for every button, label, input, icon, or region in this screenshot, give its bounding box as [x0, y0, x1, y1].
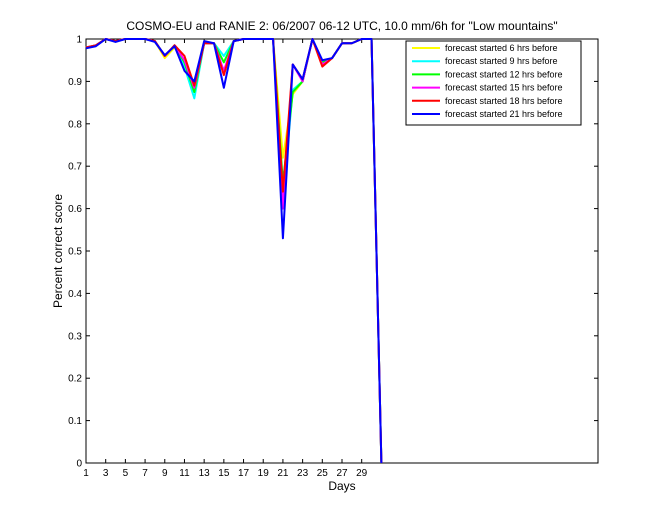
legend-entry: forecast started 6 hrs before [445, 43, 558, 53]
x-axis-ticks: 1 3 5 7 9 11 13 15 17 19 21 23 25 27 29 [83, 39, 368, 479]
chart-title: COSMO-EU and RANIE 2: 06/2007 06-12 UTC,… [126, 19, 557, 33]
y-tick-label: 0.2 [68, 374, 82, 385]
y-tick-label: 0.4 [68, 289, 82, 300]
x-tick-label: 19 [258, 468, 270, 479]
y-axis-ticks: 0 0.1 0.2 0.3 0.4 0.5 0.6 0.7 0.8 0.9 1 [68, 35, 598, 470]
legend-entry: forecast started 12 hrs before [445, 69, 563, 79]
legend-box [405, 40, 582, 126]
x-tick-label: 7 [142, 468, 148, 479]
y-tick-label: 0.5 [68, 247, 82, 258]
x-tick-label: 17 [238, 468, 250, 479]
y-tick-label: 0.3 [68, 331, 82, 342]
x-tick-label: 23 [297, 468, 309, 479]
y-tick-label: 0.9 [68, 77, 82, 88]
legend-entry: forecast started 18 hrs before [445, 96, 563, 106]
series-layer [85, 38, 383, 464]
x-tick-label: 13 [199, 468, 211, 479]
legend-entry: forecast started 21 hrs before [445, 109, 563, 119]
x-tick-label: 1 [83, 468, 89, 479]
y-tick-label: 0.8 [68, 119, 82, 130]
x-tick-label: 27 [336, 468, 348, 479]
x-axis-label: Days [328, 479, 355, 493]
x-tick-label: 9 [162, 468, 168, 479]
series-line-6 [85, 38, 383, 464]
y-axis-label: Percent correct score [51, 194, 65, 308]
x-tick-label: 3 [103, 468, 109, 479]
x-tick-label: 15 [218, 468, 230, 479]
x-tick-label: 5 [123, 468, 129, 479]
x-tick-label: 21 [277, 468, 289, 479]
x-tick-label: 11 [179, 468, 190, 479]
legend-entry: forecast started 15 hrs before [445, 83, 563, 93]
x-tick-label: 29 [356, 468, 368, 479]
legend-entry: forecast started 9 hrs before [445, 56, 558, 66]
y-tick-label: 0 [76, 459, 82, 470]
x-tick-label: 25 [317, 468, 329, 479]
y-tick-label: 0.6 [68, 204, 82, 215]
y-tick-label: 1 [76, 35, 82, 46]
y-tick-label: 0.7 [68, 162, 82, 173]
y-tick-label: 0.1 [68, 416, 82, 427]
legend: forecast started 6 hrs before forecast st… [405, 40, 582, 126]
